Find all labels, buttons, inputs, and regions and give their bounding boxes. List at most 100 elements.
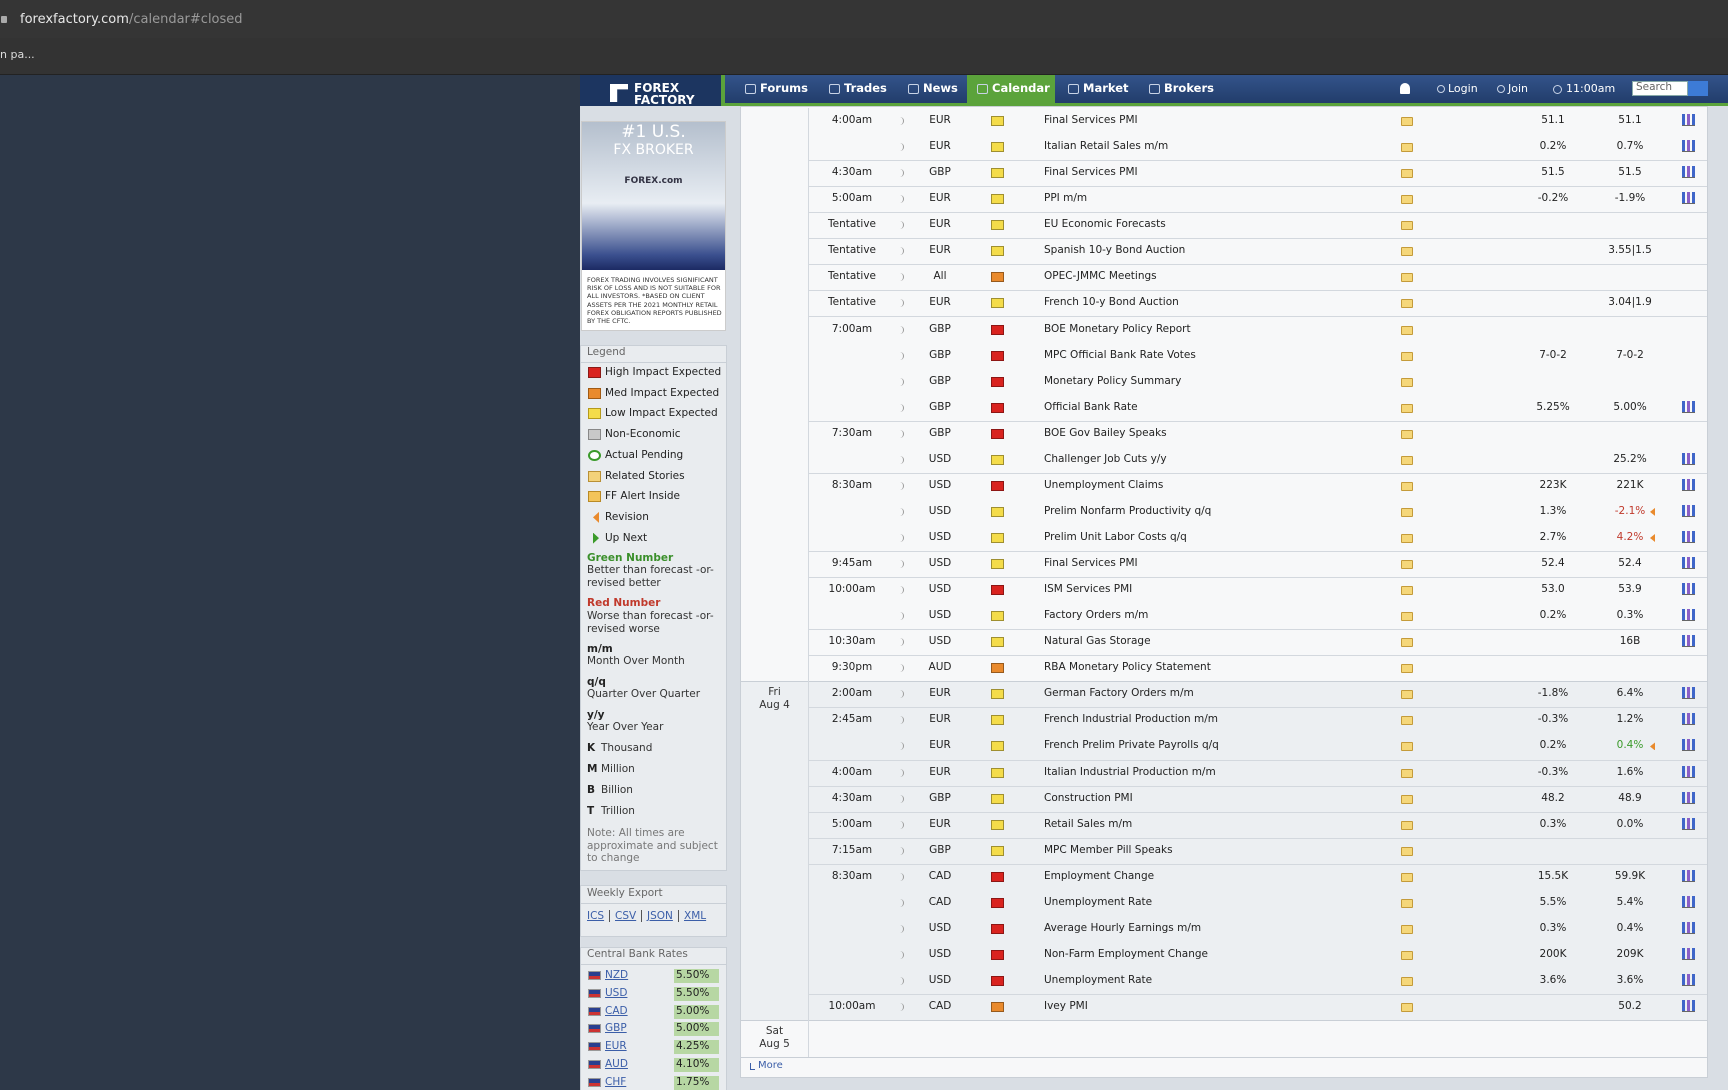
detail-folder[interactable] bbox=[1401, 768, 1413, 778]
graph-icon[interactable] bbox=[1682, 921, 1695, 934]
alert-bell[interactable] bbox=[1400, 83, 1410, 94]
graph-icon[interactable] bbox=[1682, 452, 1695, 465]
event-title[interactable]: Challenger Job Cuts y/y bbox=[1044, 452, 1167, 465]
event-title[interactable]: MPC Official Bank Rate Votes bbox=[1044, 348, 1196, 361]
graph-icon[interactable] bbox=[1682, 557, 1695, 570]
rate-currency[interactable]: EUR bbox=[605, 1040, 627, 1053]
event-title[interactable]: Prelim Nonfarm Productivity q/q bbox=[1044, 504, 1212, 517]
event-title[interactable]: EU Economic Forecasts bbox=[1044, 218, 1166, 231]
detail-folder[interactable] bbox=[1401, 247, 1413, 257]
graph-icon[interactable] bbox=[1682, 765, 1695, 778]
detail-folder[interactable] bbox=[1401, 143, 1413, 153]
graph-icon[interactable] bbox=[1682, 635, 1695, 648]
clock-time[interactable]: 11:00am bbox=[1566, 82, 1616, 95]
graph-icon[interactable] bbox=[1682, 140, 1695, 153]
graph-icon[interactable] bbox=[1682, 947, 1695, 960]
export-link[interactable]: CSV bbox=[609, 910, 636, 922]
graph-icon[interactable] bbox=[1682, 713, 1695, 726]
event-title[interactable]: Ivey PMI bbox=[1044, 1000, 1088, 1013]
graph-icon[interactable] bbox=[1682, 869, 1695, 882]
detail-folder[interactable] bbox=[1401, 664, 1413, 674]
nav-item[interactable]: Market bbox=[1083, 81, 1129, 95]
graph-icon[interactable] bbox=[1682, 530, 1695, 543]
nav-item[interactable]: Trades bbox=[844, 81, 887, 95]
rate-currency[interactable]: CHF bbox=[605, 1075, 627, 1088]
graph-icon[interactable] bbox=[1682, 974, 1695, 986]
graph-icon[interactable] bbox=[1682, 791, 1695, 804]
event-title[interactable]: ISM Services PMI bbox=[1044, 583, 1133, 596]
export-link[interactable]: ICS bbox=[587, 910, 605, 922]
event-title[interactable]: OPEC-JMMC Meetings bbox=[1044, 270, 1157, 283]
search-box[interactable] bbox=[1632, 81, 1688, 96]
event-title[interactable]: Non-Farm Employment Change bbox=[1044, 947, 1209, 960]
event-title[interactable]: Final Services PMI bbox=[1044, 114, 1138, 127]
detail-folder[interactable] bbox=[1401, 403, 1413, 413]
event-title[interactable]: French 10-y Bond Auction bbox=[1044, 296, 1179, 309]
event-title[interactable]: Unemployment Rate bbox=[1044, 974, 1153, 986]
rate-currency[interactable]: NZD bbox=[605, 969, 629, 981]
nav-item[interactable]: Calendar bbox=[992, 81, 1050, 95]
detail-folder[interactable] bbox=[1401, 977, 1413, 986]
event-title[interactable]: Natural Gas Storage bbox=[1044, 635, 1151, 648]
detail-folder[interactable] bbox=[1401, 794, 1413, 804]
event-title[interactable]: MPC Member Pill Speaks bbox=[1044, 843, 1173, 856]
detail-folder[interactable] bbox=[1401, 351, 1413, 361]
detail-folder[interactable] bbox=[1401, 742, 1413, 752]
detail-folder[interactable] bbox=[1401, 638, 1413, 648]
detail-folder[interactable] bbox=[1401, 117, 1413, 127]
detail-folder[interactable] bbox=[1401, 455, 1413, 465]
more-link[interactable]: More bbox=[758, 1060, 783, 1072]
graph-icon[interactable] bbox=[1682, 400, 1695, 413]
event-title[interactable]: French Industrial Production m/m bbox=[1044, 713, 1219, 726]
event-title[interactable]: Italian Industrial Production m/m bbox=[1044, 765, 1216, 778]
detail-folder[interactable] bbox=[1401, 507, 1413, 517]
detail-folder[interactable] bbox=[1401, 481, 1413, 491]
detail-folder[interactable] bbox=[1401, 586, 1413, 596]
event-title[interactable]: Italian Retail Sales m/m bbox=[1044, 140, 1169, 153]
event-title[interactable]: Prelim Unit Labor Costs q/q bbox=[1044, 530, 1187, 543]
event-title[interactable]: Average Hourly Earnings m/m bbox=[1044, 921, 1202, 934]
detail-folder[interactable] bbox=[1401, 533, 1413, 543]
bookmark[interactable]: n pa... bbox=[0, 48, 35, 61]
detail-folder[interactable] bbox=[1401, 820, 1413, 830]
detail-folder[interactable] bbox=[1401, 612, 1413, 622]
event-title[interactable]: BOE Gov Bailey Speaks bbox=[1044, 426, 1167, 439]
detail-folder[interactable] bbox=[1401, 273, 1413, 283]
event-title[interactable]: Final Services PMI bbox=[1044, 557, 1138, 570]
detail-folder[interactable] bbox=[1401, 195, 1413, 205]
graph-icon[interactable] bbox=[1682, 166, 1695, 179]
detail-folder[interactable] bbox=[1401, 560, 1413, 570]
graph-icon[interactable] bbox=[1682, 687, 1695, 700]
detail-folder[interactable] bbox=[1401, 325, 1413, 335]
graph-icon[interactable] bbox=[1682, 192, 1695, 205]
event-title[interactable]: Construction PMI bbox=[1044, 791, 1133, 804]
detail-folder[interactable] bbox=[1401, 690, 1413, 700]
detail-folder[interactable] bbox=[1401, 1003, 1413, 1013]
detail-folder[interactable] bbox=[1401, 924, 1413, 934]
graph-icon[interactable] bbox=[1682, 739, 1695, 752]
detail-folder[interactable] bbox=[1401, 299, 1413, 309]
detail-folder[interactable] bbox=[1401, 429, 1413, 439]
nav-item[interactable]: Brokers bbox=[1164, 81, 1214, 95]
event-title[interactable]: Monetary Policy Summary bbox=[1044, 374, 1182, 387]
event-title[interactable]: Unemployment Rate bbox=[1044, 895, 1153, 908]
detail-folder[interactable] bbox=[1401, 846, 1413, 856]
detail-folder[interactable] bbox=[1401, 872, 1413, 882]
detail-folder[interactable] bbox=[1401, 898, 1413, 908]
nav-item[interactable]: Forums bbox=[760, 81, 808, 95]
detail-folder[interactable] bbox=[1401, 950, 1413, 960]
detail-folder[interactable] bbox=[1401, 716, 1413, 726]
detail-folder[interactable] bbox=[1401, 377, 1413, 387]
event-title[interactable]: RBA Monetary Policy Statement bbox=[1044, 661, 1211, 674]
rate-currency[interactable]: GBP bbox=[605, 1022, 627, 1035]
user-link[interactable]: Join bbox=[1508, 82, 1529, 95]
user-link[interactable]: Login bbox=[1448, 82, 1478, 95]
export-link[interactable]: JSON bbox=[641, 910, 673, 922]
nav-item[interactable]: News bbox=[923, 81, 958, 95]
event-title[interactable]: Spanish 10-y Bond Auction bbox=[1044, 244, 1186, 257]
event-title[interactable]: BOE Monetary Policy Report bbox=[1044, 322, 1191, 335]
event-title[interactable]: PPI m/m bbox=[1044, 192, 1088, 205]
graph-icon[interactable] bbox=[1682, 504, 1695, 517]
event-title[interactable]: Final Services PMI bbox=[1044, 166, 1138, 179]
event-title[interactable]: Factory Orders m/m bbox=[1044, 609, 1149, 622]
